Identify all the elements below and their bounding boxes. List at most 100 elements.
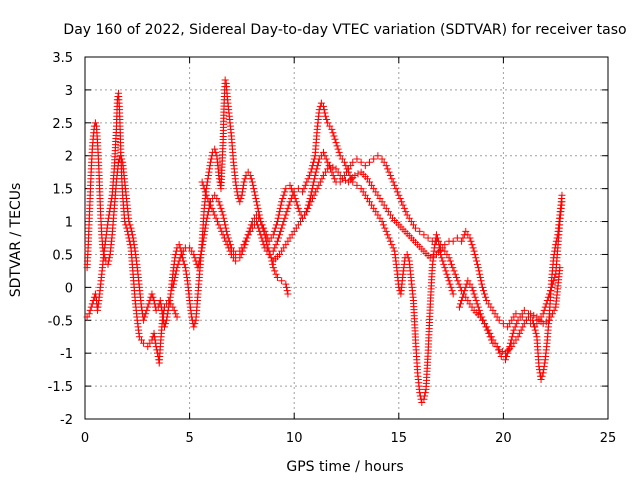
data-point (246, 171, 254, 179)
data-point (445, 277, 453, 285)
data-point (216, 201, 224, 209)
data-point (151, 333, 159, 341)
data-point (175, 257, 183, 265)
data-point (331, 175, 339, 183)
data-point (200, 185, 208, 193)
data-point (201, 224, 209, 232)
data-point (501, 356, 509, 364)
data-point (474, 264, 482, 272)
data-point (351, 171, 359, 179)
y-tick-label: 3 (65, 84, 73, 99)
y-tick-label: -2 (60, 413, 73, 428)
data-point (470, 290, 478, 298)
data-point (416, 227, 424, 235)
data-point (440, 260, 448, 268)
data-point (334, 145, 342, 153)
data-point (196, 254, 204, 262)
data-point (191, 320, 199, 328)
data-point (194, 264, 202, 272)
data-point (540, 306, 548, 314)
data-point (296, 208, 304, 216)
data-point (488, 336, 496, 344)
data-point (450, 267, 458, 275)
y-tick-label: 2.5 (52, 117, 73, 132)
data-point (482, 323, 490, 331)
data-point (398, 198, 406, 206)
data-point (476, 273, 484, 281)
data-point (341, 176, 349, 184)
y-tick-label: -0.5 (48, 314, 73, 329)
data-point (202, 218, 210, 226)
data-point (218, 227, 226, 235)
data-point (205, 165, 213, 173)
data-point (140, 339, 148, 347)
x-tick-label: 10 (286, 431, 303, 446)
data-point (91, 119, 99, 127)
data-point (483, 326, 491, 334)
data-point (310, 175, 318, 183)
data-point (281, 214, 289, 222)
data-point (221, 76, 229, 84)
data-point (261, 227, 269, 235)
data-point (520, 306, 528, 314)
data-point (469, 244, 477, 252)
data-point (293, 201, 301, 209)
data-point (276, 231, 284, 239)
data-point (128, 227, 136, 235)
data-point (200, 231, 208, 239)
data-point (496, 349, 504, 357)
data-point (238, 188, 246, 196)
data-point (137, 303, 145, 311)
data-point (506, 343, 514, 351)
data-point (537, 376, 545, 384)
y-axis-label: SDTVAR / TECUs (8, 183, 24, 298)
data-point (273, 218, 281, 226)
data-point (507, 339, 515, 347)
data-point (389, 244, 397, 252)
data-point (290, 191, 298, 199)
data-point (388, 175, 396, 183)
data-point (449, 264, 457, 272)
data-point (176, 254, 184, 262)
data-point (404, 254, 412, 262)
data-point (283, 283, 291, 291)
data-point (455, 280, 463, 288)
data-point (282, 280, 290, 288)
data-point (432, 237, 440, 245)
data-point (366, 158, 374, 166)
data-point (190, 323, 198, 331)
data-point (237, 250, 245, 258)
data-point (271, 224, 279, 232)
data-point (215, 221, 223, 229)
data-point (432, 231, 440, 239)
data-point (276, 208, 284, 216)
data-point (331, 135, 339, 143)
y-tick-label: -1.5 (48, 380, 73, 395)
data-point (278, 277, 286, 285)
data-point (182, 270, 190, 278)
data-point (204, 195, 212, 203)
data-point (246, 224, 254, 232)
data-point (321, 152, 329, 160)
data-point (236, 198, 244, 206)
data-point (382, 162, 390, 170)
x-tick-label: 25 (600, 431, 617, 446)
data-point (219, 231, 227, 239)
data-point (307, 198, 315, 206)
data-point (180, 260, 188, 268)
data-point (277, 201, 285, 209)
data-point (304, 175, 312, 183)
data-point (86, 306, 94, 314)
data-point (504, 349, 512, 357)
series-track-b (83, 76, 292, 331)
data-point (472, 254, 480, 262)
plot-frame (84, 56, 609, 420)
data-point (197, 247, 205, 255)
data-point (460, 290, 468, 298)
data-point (204, 171, 212, 179)
data-point (237, 195, 245, 203)
data-point (549, 310, 557, 318)
data-point (470, 247, 478, 255)
data-point (349, 158, 357, 166)
data-point (391, 181, 399, 189)
